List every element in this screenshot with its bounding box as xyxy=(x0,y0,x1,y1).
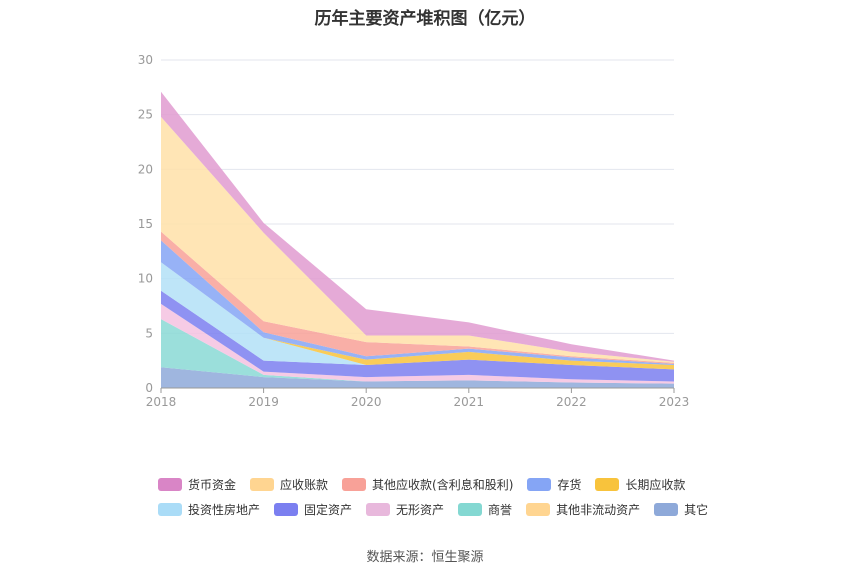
legend-label: 投资性房地产 xyxy=(188,503,261,517)
legend-label: 固定资产 xyxy=(304,503,353,517)
legend-item-goodwill[interactable]: 商誉 xyxy=(458,501,512,518)
chart-legend: 货币资金 应收账款 其他应收款(含利息和股利) 存货 长期应收款 投资性房地产 … xyxy=(158,472,718,522)
legend-swatch xyxy=(595,478,620,491)
chart-title: 历年主要资产堆积图（亿元） xyxy=(314,9,536,29)
y-tick-label: 20 xyxy=(138,162,153,176)
series-area[interactable] xyxy=(161,367,674,388)
series-area[interactable] xyxy=(161,290,674,382)
legend-item-others[interactable]: 其它 xyxy=(654,501,708,518)
legend-swatch xyxy=(526,503,551,516)
legend-item-investment-property[interactable]: 投资性房地产 xyxy=(158,501,260,518)
legend-row-2: 投资性房地产 固定资产 无形资产 商誉 其他非流动资产 其它 xyxy=(158,497,718,522)
legend-label: 其他非流动资产 xyxy=(556,503,641,517)
x-tick-label: 2022 xyxy=(556,395,587,409)
series-area[interactable] xyxy=(161,116,674,363)
legend-swatch xyxy=(250,478,275,491)
legend-label: 无形资产 xyxy=(396,503,445,517)
legend-label: 商誉 xyxy=(488,503,513,517)
legend-item-fixed-assets[interactable]: 固定资产 xyxy=(274,501,352,518)
legend-label: 长期应收款 xyxy=(625,478,686,492)
legend-label: 其它 xyxy=(684,503,709,517)
data-source: 数据来源：恒生聚源 xyxy=(366,550,484,565)
y-tick-label: 0 xyxy=(145,381,153,395)
legend-swatch xyxy=(366,503,391,516)
legend-swatch xyxy=(342,478,367,491)
legend-swatch xyxy=(654,503,679,516)
legend-row-1: 货币资金 应收账款 其他应收款(含利息和股利) 存货 长期应收款 xyxy=(158,472,718,497)
y-tick-label: 15 xyxy=(138,217,153,231)
legend-swatch xyxy=(527,478,552,491)
x-tick-label: 2019 xyxy=(248,395,279,409)
legend-item-other-non-current-assets[interactable]: 其他非流动资产 xyxy=(526,501,640,518)
legend-label: 应收账款 xyxy=(280,478,329,492)
legend-swatch xyxy=(158,503,182,516)
legend-item-accounts-receivable[interactable]: 应收账款 xyxy=(250,476,328,493)
y-tick-label: 25 xyxy=(138,108,153,122)
legend-swatch xyxy=(158,478,182,491)
legend-swatch xyxy=(458,503,483,516)
x-tick-label: 2023 xyxy=(659,395,690,409)
stacked-area-chart: 0 5 10 15 20 25 30 2018 2019 2020 2021 2022 2023 xyxy=(138,53,690,409)
legend-item-inventory[interactable]: 存货 xyxy=(527,476,581,493)
legend-item-long-term-receivables[interactable]: 长期应收款 xyxy=(595,476,685,493)
legend-item-intangible-assets[interactable]: 无形资产 xyxy=(366,501,444,518)
x-tick-label: 2021 xyxy=(454,395,485,409)
legend-label: 存货 xyxy=(557,478,582,492)
legend-label: 其他应收款(含利息和股利) xyxy=(372,478,514,492)
x-tick-label: 2020 xyxy=(351,395,382,409)
y-tick-label: 5 xyxy=(145,326,153,340)
legend-item-other-receivables[interactable]: 其他应收款(含利息和股利) xyxy=(342,476,513,493)
legend-item-cash[interactable]: 货币资金 xyxy=(158,476,236,493)
legend-label: 货币资金 xyxy=(188,478,237,492)
x-tick-label: 2018 xyxy=(146,395,177,409)
y-tick-label: 10 xyxy=(138,272,153,286)
legend-swatch xyxy=(274,503,299,516)
y-tick-label: 30 xyxy=(138,53,153,67)
series-area[interactable] xyxy=(161,91,674,362)
series-area[interactable] xyxy=(161,231,674,364)
